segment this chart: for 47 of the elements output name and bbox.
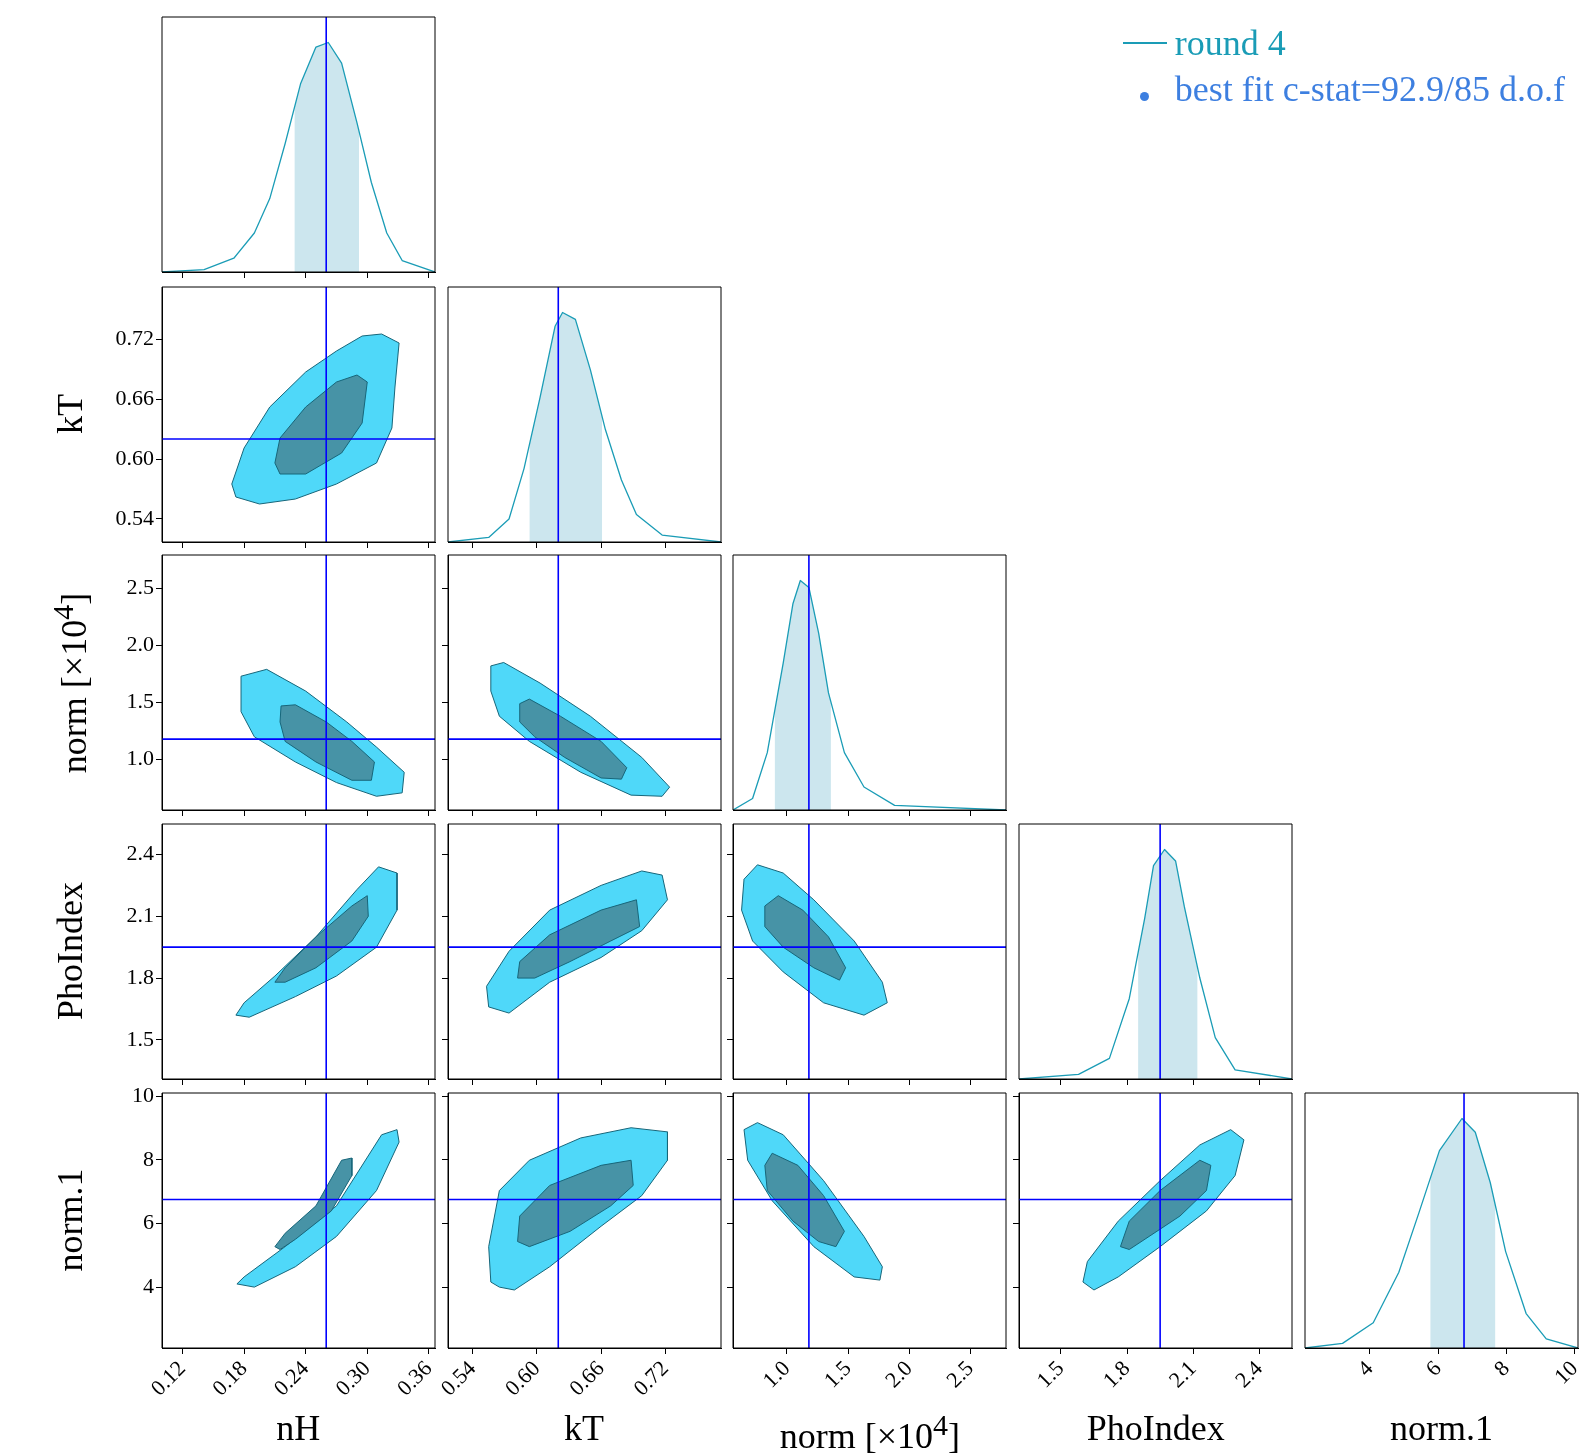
x-tick-label: 0.60	[499, 1354, 545, 1400]
x-tick-label: 0.54	[434, 1354, 480, 1400]
y-tick-label: 1.8	[126, 963, 154, 989]
y-tick-label: 6	[142, 1208, 154, 1234]
legend-label: round 4	[1174, 22, 1287, 64]
x-tick-label: 0.72	[627, 1354, 673, 1400]
y-tick-label: 0.54	[115, 504, 154, 530]
x-tick-label: 2.4	[1230, 1354, 1268, 1392]
y-tick-label: 8	[142, 1145, 154, 1171]
x-tick-label: 1.5	[1031, 1354, 1069, 1392]
x-tick-label: 0.36	[391, 1354, 437, 1400]
y-axis-title: norm.1	[49, 1168, 90, 1272]
x-tick-label: 1.8	[1097, 1354, 1135, 1392]
y-tick-label: 0.72	[115, 324, 154, 350]
x-axis-title: norm [×10$^{4}$]	[779, 1407, 961, 1454]
x-tick-label: 6	[1420, 1354, 1446, 1381]
x-tick-label: 1.0	[757, 1354, 795, 1392]
y-tick-label: 1.0	[126, 745, 154, 771]
y-axis-title: PhoIndex	[49, 882, 90, 1021]
x-axis-title: nH	[276, 1407, 321, 1448]
x-tick-label: 2.0	[880, 1354, 918, 1392]
x-axis-title: PhoIndex	[1086, 1407, 1225, 1448]
y-tick-label: 1.5	[126, 1025, 154, 1051]
x-axis-title: kT	[564, 1407, 605, 1448]
x-tick-label: 0.18	[206, 1354, 252, 1400]
x-axis-title: norm.1	[1390, 1407, 1494, 1448]
y-tick-label: 4	[142, 1272, 154, 1298]
y-tick-label: 10	[131, 1081, 154, 1107]
y-tick-label: 0.60	[115, 444, 154, 470]
x-tick-label: 1.5	[818, 1354, 857, 1392]
x-tick-label: 0.24	[268, 1354, 313, 1400]
x-tick-label: 8	[1488, 1354, 1515, 1381]
x-tick-label: 0.12	[144, 1354, 190, 1400]
y-tick-label: 2.4	[126, 840, 154, 866]
y-axis-title: kT	[49, 394, 90, 435]
x-tick-label: 0.30	[329, 1354, 375, 1400]
x-tick-label: 2.5	[941, 1354, 979, 1392]
y-tick-label: 0.66	[115, 384, 154, 410]
x-tick-label: 0.66	[563, 1354, 609, 1400]
y-tick-label: 2.1	[126, 901, 154, 927]
y-tick-label: 1.5	[126, 688, 154, 714]
y-tick-label: 2.0	[126, 631, 154, 657]
x-tick-label: 10	[1549, 1354, 1583, 1389]
x-tick-label: 2.1	[1163, 1354, 1202, 1392]
x-tick-label: 4	[1352, 1354, 1378, 1381]
y-tick-label: 2.5	[126, 574, 154, 600]
text: best fit c-stat=92.9/85 d.o.f	[1174, 68, 1565, 110]
